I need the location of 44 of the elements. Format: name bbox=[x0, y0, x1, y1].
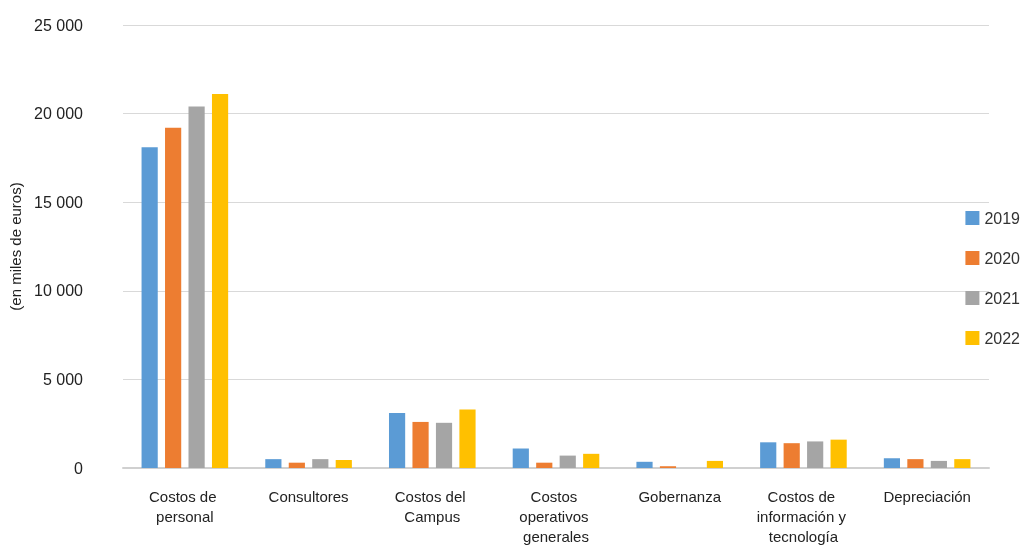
legend-label: 2022 bbox=[984, 329, 1021, 347]
bar bbox=[512, 448, 529, 468]
bar bbox=[783, 443, 800, 468]
bar bbox=[536, 462, 553, 468]
y-tick-label: 10 000 bbox=[34, 282, 84, 300]
bar bbox=[312, 459, 329, 468]
legend-label: 2019 bbox=[984, 209, 1021, 227]
bar bbox=[211, 94, 229, 468]
bar bbox=[907, 459, 924, 468]
y-tick-label: 15 000 bbox=[34, 193, 84, 211]
x-tick-label: Costos del Campus bbox=[394, 487, 470, 525]
bar bbox=[559, 455, 576, 468]
x-tick-label: Gobernanza bbox=[638, 487, 722, 505]
y-tick-label: 0 bbox=[74, 459, 84, 477]
y-tick-label: 25 000 bbox=[34, 16, 84, 34]
bar bbox=[830, 439, 847, 468]
bar bbox=[288, 462, 305, 468]
bar bbox=[459, 409, 476, 468]
bar bbox=[583, 453, 600, 468]
bar bbox=[807, 441, 824, 468]
y-axis-title: (en miles de euros) bbox=[7, 182, 24, 311]
bar bbox=[188, 106, 205, 468]
bar bbox=[165, 127, 182, 468]
x-tick-label: Consultores bbox=[268, 487, 349, 505]
bar bbox=[412, 421, 429, 468]
x-tick-label: Costos de información y tecnología bbox=[756, 487, 851, 545]
y-tick-label: 20 000 bbox=[34, 105, 84, 123]
bar bbox=[265, 459, 282, 468]
x-tick-label: Costos operativos generales bbox=[519, 487, 593, 545]
y-tick-label: 5 000 bbox=[42, 370, 84, 388]
bar bbox=[930, 460, 947, 468]
bar bbox=[388, 413, 406, 468]
bar bbox=[883, 458, 901, 468]
x-tick-label: Costos de personal bbox=[149, 487, 221, 525]
legend-label: 2021 bbox=[984, 289, 1021, 307]
bar bbox=[335, 460, 352, 468]
bar bbox=[706, 460, 724, 468]
bar bbox=[760, 442, 777, 468]
bar bbox=[435, 422, 453, 468]
bar bbox=[954, 459, 971, 468]
x-tick-label: Depreciación bbox=[883, 487, 971, 505]
bar bbox=[141, 147, 158, 468]
bar bbox=[636, 461, 653, 468]
legend-label: 2020 bbox=[984, 249, 1021, 267]
